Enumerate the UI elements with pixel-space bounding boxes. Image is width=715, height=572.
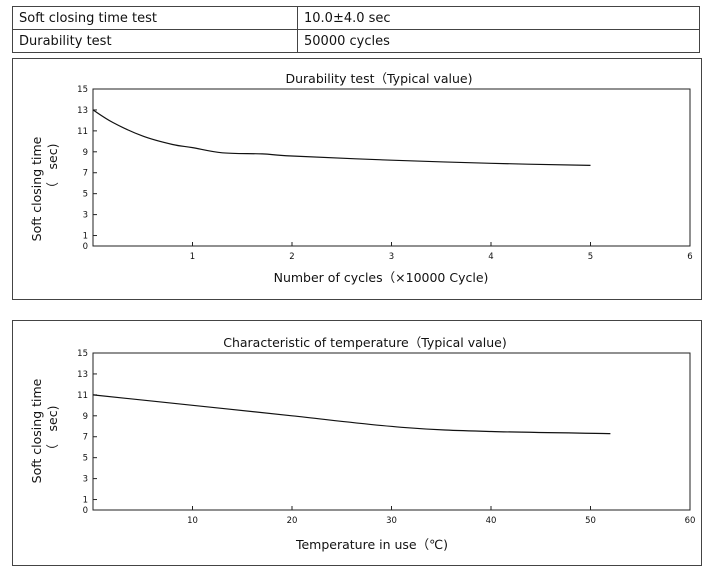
x-tick-label: 10 [187, 516, 198, 526]
y-tick-label: 3 [83, 475, 88, 485]
x-tick-label: 6 [687, 252, 692, 262]
y-tick-label: 13 [77, 370, 88, 380]
x-tick-label: 30 [386, 516, 397, 526]
y-tick-label: 7 [83, 433, 88, 443]
durability-chart: Durability test（Typical value) Soft clos… [29, 71, 693, 285]
y-axis-label: Soft closing time [29, 378, 44, 483]
y-axis-unit: （ sec) [45, 144, 60, 195]
y-tick-label: 0 [83, 506, 88, 516]
y-axis-label: Soft closing time [29, 136, 44, 241]
x-tick-label: 20 [287, 516, 298, 526]
y-tick-label: 1 [83, 232, 88, 242]
y-tick-label: 15 [77, 85, 88, 95]
x-axis-label: Number of cycles（×10000 Cycle) [274, 270, 489, 285]
y-tick-label: 5 [83, 454, 88, 464]
x-tick-label: 50 [585, 516, 596, 526]
y-tick-label: 7 [83, 169, 88, 179]
series-line [92, 109, 591, 166]
temperature-chart-panel: Characteristic of temperature（Typical va… [12, 320, 702, 566]
y-tick-label: 9 [83, 148, 88, 158]
x-tick-label: 4 [488, 252, 493, 262]
spec-row-durability: Durability test 50000 cycles [12, 29, 700, 53]
x-axis-label: Temperature in use（℃) [295, 537, 448, 552]
spec-name-durability: Durability test [12, 29, 298, 53]
y-tick-label: 5 [83, 190, 88, 200]
x-tick-label: 3 [389, 252, 394, 262]
chart-title: Characteristic of temperature（Typical va… [223, 335, 507, 350]
y-tick-label: 11 [77, 391, 88, 401]
spec-name-soft-closing: Soft closing time test [12, 6, 298, 30]
spec-value-durability: 50000 cycles [297, 29, 700, 53]
spec-value-soft-closing: 10.0±4.0 sec [297, 6, 700, 30]
y-tick-label: 13 [77, 106, 88, 116]
plot-frame [92, 88, 691, 247]
y-axis-unit: （ sec) [45, 406, 60, 457]
x-tick-label: 40 [486, 516, 497, 526]
y-tick-label: 15 [77, 349, 88, 359]
durability-chart-panel: Durability test（Typical value) Soft clos… [12, 58, 702, 300]
x-tick-label: 2 [289, 252, 294, 262]
y-tick-label: 11 [77, 127, 88, 137]
y-tick-label: 1 [83, 496, 88, 506]
x-tick-label: 5 [588, 252, 593, 262]
spec-row-soft-closing: Soft closing time test 10.0±4.0 sec [12, 6, 700, 30]
y-tick-label: 3 [83, 211, 88, 221]
chart-title: Durability test（Typical value) [286, 71, 473, 86]
x-tick-label: 1 [190, 252, 195, 262]
temperature-chart: Characteristic of temperature（Typical va… [29, 335, 696, 552]
series-line [92, 394, 611, 435]
spec-table: Soft closing time test 10.0±4.0 sec Dura… [12, 6, 700, 53]
y-tick-label: 0 [83, 242, 88, 252]
plot-frame [92, 352, 691, 511]
y-tick-label: 9 [83, 412, 88, 422]
x-tick-label: 60 [685, 516, 696, 526]
